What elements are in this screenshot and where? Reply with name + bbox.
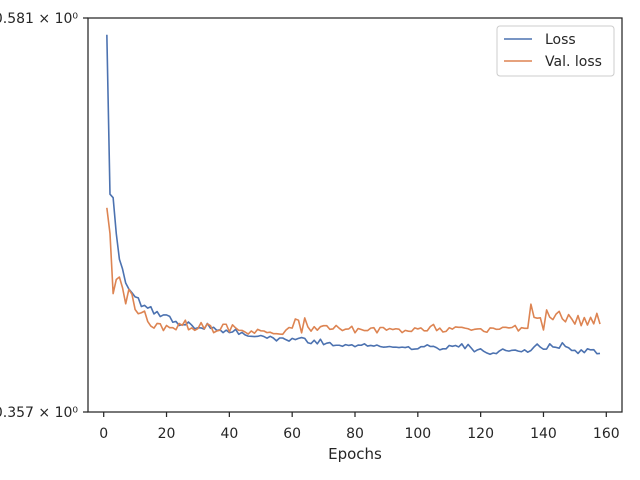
series-line-loss (106, 34, 601, 356)
y-tick-label: 0.357 × 10⁰ (0, 405, 78, 421)
x-tick-label: 40 (220, 426, 238, 442)
x-tick-label: 80 (346, 426, 364, 442)
x-tick-label: 20 (158, 426, 176, 442)
x-tick-label: 100 (404, 426, 431, 442)
x-tick-label: 60 (283, 426, 301, 442)
x-axis-title: Epochs (328, 445, 382, 463)
y-axis: 0.581 × 10⁰ 0.357 × 10⁰ (0, 11, 88, 421)
legend-label: Val. loss (545, 54, 602, 70)
y-tick-label: 0.581 × 10⁰ (0, 11, 78, 27)
x-axis: 0 20 40 60 80 100 120 140 160 (99, 412, 620, 442)
x-tick-label: 0 (99, 426, 108, 442)
x-tick-label: 120 (467, 426, 494, 442)
series-line-val-loss (106, 207, 601, 336)
x-tick-label: 140 (530, 426, 557, 442)
axes-frame (87, 17, 623, 413)
legend-label: Loss (545, 32, 576, 48)
x-tick-label: 160 (593, 426, 620, 442)
legend: Loss Val. loss (496, 25, 615, 77)
series-lines (106, 34, 601, 356)
